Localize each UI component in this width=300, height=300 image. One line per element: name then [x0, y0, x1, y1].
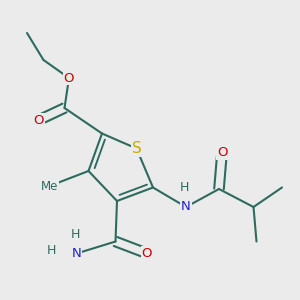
Text: H: H	[180, 181, 189, 194]
Text: N: N	[72, 247, 81, 260]
Text: O: O	[34, 113, 44, 127]
Text: N: N	[181, 200, 191, 214]
Text: O: O	[64, 71, 74, 85]
Text: S: S	[132, 141, 141, 156]
Text: Me: Me	[41, 179, 58, 193]
Text: H: H	[70, 227, 80, 241]
Text: O: O	[142, 247, 152, 260]
Text: O: O	[217, 146, 227, 160]
Text: H: H	[46, 244, 56, 257]
